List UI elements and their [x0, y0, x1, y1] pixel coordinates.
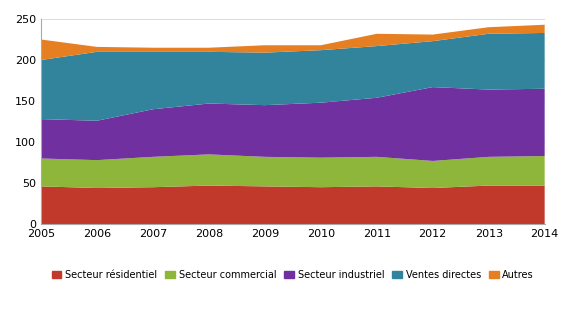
- Legend: Secteur résidentiel, Secteur commercial, Secteur industriel, Ventes directes, Au: Secteur résidentiel, Secteur commercial,…: [48, 266, 538, 284]
